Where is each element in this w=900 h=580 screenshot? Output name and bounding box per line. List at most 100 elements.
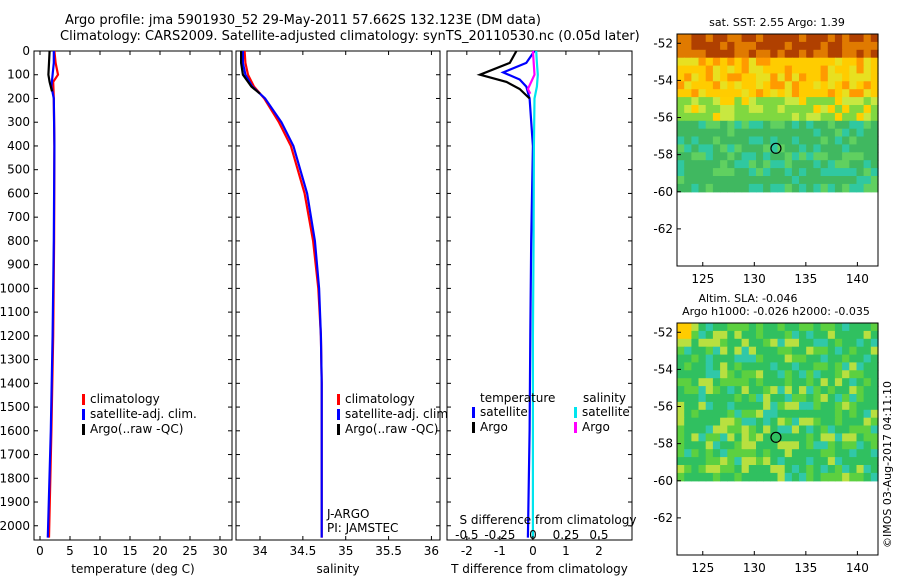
map-cell — [677, 65, 685, 75]
map-cell — [684, 136, 692, 145]
map-cell — [870, 401, 879, 411]
map-cell — [720, 57, 728, 67]
series-line-satellite-adj-clim- — [241, 51, 323, 538]
map-cell — [684, 472, 692, 482]
difference-profile-xlabel: T difference from climatology — [450, 562, 628, 576]
map-cell — [770, 136, 779, 145]
map-cell — [784, 128, 793, 138]
map-cell — [698, 330, 707, 340]
map-cell — [684, 89, 692, 98]
y-tick-label: 700 — [7, 210, 30, 224]
map-cell — [734, 168, 743, 177]
map-cell — [734, 465, 743, 474]
map-cell — [763, 152, 771, 161]
map-cell — [806, 433, 814, 442]
map-cell — [813, 401, 822, 411]
map-cell — [813, 394, 822, 403]
map-cell — [763, 97, 771, 106]
map-cell — [684, 401, 692, 411]
map-cell — [712, 433, 721, 442]
salinity-profile-panel: 34 34.5 35 35.5 36 salinity climatologysatelli… — [235, 50, 452, 576]
y-tick-label: 100 — [7, 68, 30, 82]
map-cell — [763, 168, 771, 177]
map-cell — [748, 457, 757, 466]
map-cell — [698, 112, 707, 122]
map-cell — [827, 57, 836, 67]
map-cell — [820, 34, 829, 43]
map-cell — [799, 34, 807, 43]
map-cell — [856, 378, 865, 387]
map-cell — [870, 34, 879, 43]
map-cell — [777, 152, 786, 161]
map-cell — [677, 362, 685, 371]
map-cell — [720, 457, 728, 466]
map-cell — [806, 144, 814, 153]
map-cell — [720, 433, 728, 442]
map-cell — [712, 112, 721, 122]
map-cell — [691, 105, 700, 114]
map-cell — [827, 183, 836, 193]
map-cell — [834, 472, 843, 482]
map-cell — [712, 338, 721, 348]
map-cell — [770, 105, 779, 114]
legend-swatch — [337, 409, 340, 420]
map-cell — [770, 41, 779, 51]
map-cell — [820, 330, 829, 340]
map-cell — [856, 97, 865, 106]
map-cell — [834, 176, 843, 185]
map-cell — [791, 441, 800, 450]
map-cell — [777, 394, 786, 403]
map-cell — [834, 386, 843, 395]
map-cell — [777, 136, 786, 145]
map-cell — [784, 144, 793, 153]
map-cell — [712, 323, 721, 332]
map-cell — [827, 152, 836, 161]
map-cell — [763, 49, 771, 59]
map-cell — [756, 81, 764, 90]
x2-tick-label: -0.5 — [455, 528, 478, 542]
map-cell — [720, 120, 728, 130]
map-cell — [727, 378, 736, 387]
map-cell — [806, 457, 814, 466]
map-cell — [842, 160, 850, 169]
y-tick-label: 1000 — [0, 281, 30, 295]
map-cell — [870, 330, 879, 340]
map-cell — [863, 160, 872, 169]
map-cell — [870, 457, 879, 466]
map-cell — [834, 370, 843, 379]
map-cell — [856, 386, 865, 395]
map-cell — [842, 112, 850, 122]
map-cell — [748, 378, 757, 387]
map-cell — [756, 409, 764, 419]
map-cell — [784, 425, 793, 434]
map-cell — [842, 362, 850, 371]
map-cell — [842, 409, 850, 419]
map-cell — [863, 49, 872, 59]
map-cell — [691, 433, 700, 442]
map-cell — [863, 128, 872, 138]
map-cell — [698, 346, 707, 356]
map-cell — [720, 112, 728, 122]
map-cell — [856, 338, 865, 348]
map-cell — [734, 394, 743, 403]
map-x-tick-label: 125 — [691, 272, 714, 286]
map-cell — [741, 394, 750, 403]
map-cell — [698, 425, 707, 434]
map-cell — [849, 433, 858, 442]
legend-swatch — [472, 422, 475, 433]
map-cell — [705, 449, 714, 458]
map-cell — [784, 441, 793, 450]
map-x-tick-label: 135 — [794, 561, 817, 575]
map-cell — [712, 386, 721, 395]
map-cell — [705, 330, 714, 340]
x-tick-label: 20 — [152, 544, 167, 558]
map-cell — [870, 41, 879, 51]
map-cell — [684, 120, 692, 130]
map-cell — [870, 370, 879, 379]
legend-label: Argo — [480, 420, 508, 434]
map-cell — [698, 323, 707, 332]
map-cell — [705, 354, 714, 364]
map-cell — [748, 330, 757, 340]
map-cell — [691, 89, 700, 98]
map-cell — [849, 378, 858, 387]
